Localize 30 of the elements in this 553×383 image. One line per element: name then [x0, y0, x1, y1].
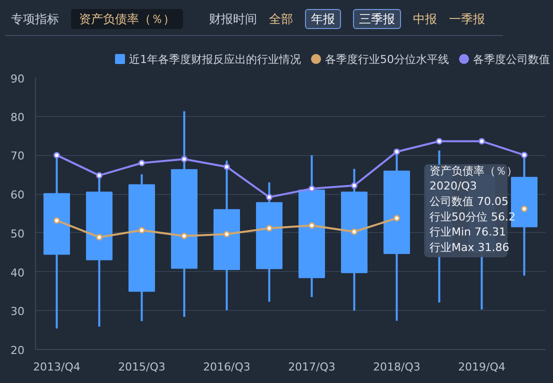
legend-item: 各季度行业50分位水平线: [311, 53, 449, 66]
text: 一季报: [449, 12, 485, 26]
x-tick-label: 2015/Q3: [118, 360, 166, 374]
text: 年报: [305, 9, 341, 29]
y-tick-label: 40: [10, 266, 25, 280]
annotation: 行业Min 76.31: [429, 226, 506, 239]
x-tick-label: 2019/Q4: [458, 360, 506, 374]
y-tick-label: 80: [10, 110, 25, 124]
text: 财报时间: [209, 12, 257, 26]
text: 全部: [269, 12, 293, 26]
text: 专项指标: [11, 12, 59, 26]
y-tick-label: 20: [10, 344, 25, 357]
text: 三季报: [353, 9, 401, 29]
text: 中报: [413, 12, 437, 26]
x-tick-label: 2018/Q3: [373, 360, 420, 374]
y-tick-label: 30: [10, 305, 25, 318]
x-tick-label: 2016/Q3: [203, 360, 250, 374]
y-tick-label: 90: [10, 72, 25, 86]
x-tick-label: 2017/Q3: [288, 360, 336, 374]
y-tick-label: 70: [10, 150, 25, 163]
y-tick-label: 50: [10, 227, 25, 240]
legend-item: 近1年各季度财报反应出的行业情况: [115, 53, 301, 66]
legend-item: 各季度公司数值: [459, 53, 550, 66]
x-tick-label: 2013/Q4: [33, 360, 80, 374]
text: 资产负债率（％）: [71, 9, 183, 29]
y-tick-label: 60: [10, 188, 25, 202]
annotation: 2020/Q3: [429, 180, 477, 193]
annotation: 公司数值 70.05: [429, 194, 508, 208]
annotation: 行业Max 31.86: [429, 241, 510, 254]
annotation: 资产负债率（％）: [429, 164, 518, 178]
